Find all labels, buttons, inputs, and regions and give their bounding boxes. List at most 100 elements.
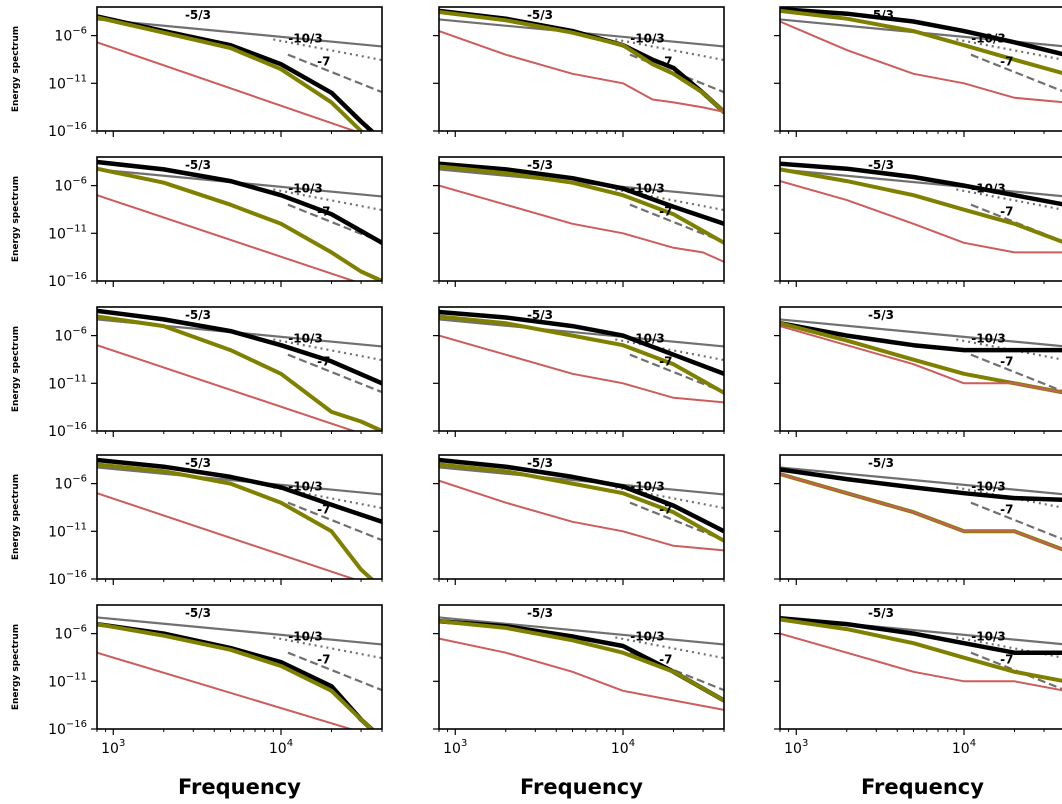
y-tick-label: 10−16 bbox=[48, 271, 87, 290]
panel-r1-c1: -5/3 -10/3 -7 10−6 10−11 10−16 Energy spectrum bbox=[11, 6, 383, 140]
axes-frame bbox=[96, 156, 383, 282]
axes-frame bbox=[96, 6, 383, 132]
plot-area bbox=[439, 457, 724, 552]
reference-line-dotted bbox=[956, 38, 1062, 61]
y-tick-label: 10−11 bbox=[48, 223, 87, 242]
axes-frame bbox=[779, 454, 1062, 580]
slope-label: -10/3 bbox=[630, 31, 664, 45]
reference-line-dashed bbox=[970, 353, 1062, 393]
slope-label: -5/3 bbox=[527, 308, 553, 322]
series-line-red bbox=[780, 473, 1062, 551]
reference-line-solid bbox=[439, 318, 724, 348]
series-line-red bbox=[97, 344, 357, 431]
series-line-olive bbox=[439, 462, 724, 543]
y-tick-label: 10−6 bbox=[54, 326, 87, 345]
axes-frame bbox=[96, 306, 383, 432]
slope-label: -7 bbox=[317, 652, 330, 666]
series-line-olive bbox=[780, 617, 1062, 683]
series-line-red bbox=[439, 334, 724, 404]
plot-area bbox=[780, 318, 1062, 395]
y-tick-label: 10−16 bbox=[48, 719, 87, 738]
slope-label: -7 bbox=[659, 502, 672, 516]
slope-label: -10/3 bbox=[630, 331, 664, 345]
reference-line-dotted bbox=[273, 38, 382, 62]
reference-line-solid bbox=[780, 318, 1062, 348]
series-line-olive bbox=[97, 314, 382, 431]
panel-r2-c1: -5/3 -10/3 -7 10−6 10−11 10−16 Energy spectrum bbox=[11, 156, 383, 290]
series-line-olive bbox=[439, 10, 724, 114]
y-axis-label: Energy spectrum bbox=[11, 474, 21, 560]
reference-line-solid bbox=[97, 18, 382, 48]
x-tick-label: 103 bbox=[101, 738, 125, 757]
axes-frame bbox=[438, 604, 725, 730]
slope-label: -7 bbox=[317, 204, 330, 218]
slope-label: -5/3 bbox=[185, 308, 211, 322]
x-tick-label: 103 bbox=[443, 738, 467, 757]
y-tick-label: 10−11 bbox=[48, 671, 87, 690]
series-line-black bbox=[439, 161, 724, 227]
y-tick-label: 10−16 bbox=[48, 569, 87, 588]
slope-label: -7 bbox=[659, 204, 672, 218]
axes-frame bbox=[438, 454, 725, 580]
slope-label: -10/3 bbox=[288, 331, 322, 345]
reference-line-solid bbox=[780, 168, 1062, 198]
slope-label: -5/3 bbox=[527, 606, 553, 620]
series-line-red bbox=[780, 632, 1062, 692]
y-tick-label: 10−16 bbox=[48, 121, 87, 140]
reference-line-dotted bbox=[273, 636, 382, 660]
x-tick-label: 103 bbox=[784, 738, 808, 757]
plot-area bbox=[780, 466, 1062, 552]
x-axis-label: Frequency bbox=[861, 775, 984, 799]
series-line-black bbox=[439, 457, 724, 534]
y-tick-label: 10−6 bbox=[54, 176, 87, 195]
panel-r3-c1: -5/3 -10/3 -7 10−6 10−11 10−16 Energy spectrum bbox=[11, 306, 383, 440]
reference-line-dashed bbox=[287, 353, 382, 394]
slope-label: -7 bbox=[1000, 652, 1013, 666]
plot-area bbox=[97, 159, 382, 281]
series-line-red bbox=[780, 325, 1062, 394]
series-line-black bbox=[439, 8, 724, 115]
panel-r4-c3: -5/3 -10/3 -7 bbox=[774, 454, 1062, 585]
plot-area bbox=[97, 14, 382, 131]
series-line-red bbox=[780, 20, 1062, 104]
reference-line-dashed bbox=[287, 53, 382, 94]
reference-line-dotted bbox=[615, 38, 724, 62]
reference-line-dotted bbox=[273, 188, 382, 212]
series-line-red bbox=[97, 492, 357, 579]
series-line-black bbox=[780, 161, 1062, 207]
series-line-olive bbox=[439, 619, 724, 703]
y-axis-label: Energy spectrum bbox=[11, 624, 21, 710]
reference-line-dotted bbox=[615, 636, 724, 660]
reference-line-solid bbox=[439, 466, 724, 496]
slope-label: -7 bbox=[659, 652, 672, 666]
slope-label: -10/3 bbox=[288, 479, 322, 493]
panel-r2-c2: -5/3 -10/3 -7 bbox=[433, 156, 725, 287]
series-line-olive bbox=[439, 164, 724, 245]
slope-label: -7 bbox=[317, 354, 330, 368]
slope-label: -5/3 bbox=[527, 158, 553, 172]
axes-frame bbox=[779, 156, 1062, 282]
slope-label: -7 bbox=[659, 54, 672, 68]
slope-label: -10/3 bbox=[288, 629, 322, 643]
slope-label: -5/3 bbox=[527, 456, 553, 470]
plot-area bbox=[780, 161, 1062, 254]
reference-line-dashed bbox=[970, 501, 1062, 541]
slope-label: -7 bbox=[1000, 204, 1013, 218]
slope-label: -7 bbox=[317, 54, 330, 68]
plot-area bbox=[439, 616, 724, 711]
reference-line-dashed bbox=[287, 651, 382, 692]
series-line-black bbox=[439, 618, 724, 703]
series-line-black bbox=[97, 159, 382, 246]
series-line-olive bbox=[97, 622, 375, 729]
slope-label: -10/3 bbox=[971, 479, 1005, 493]
slope-label: -5/3 bbox=[185, 606, 211, 620]
series-line-black bbox=[97, 457, 382, 525]
plot-area bbox=[439, 161, 724, 263]
y-axis-label: Energy spectrum bbox=[11, 176, 21, 262]
slope-label: -7 bbox=[1000, 502, 1013, 516]
axes-frame bbox=[438, 156, 725, 282]
panel-r5-c2: -5/3 -10/3 -7 103 104 bbox=[433, 604, 725, 757]
x-axis-label: Frequency bbox=[178, 775, 301, 799]
axes-frame bbox=[96, 604, 383, 730]
